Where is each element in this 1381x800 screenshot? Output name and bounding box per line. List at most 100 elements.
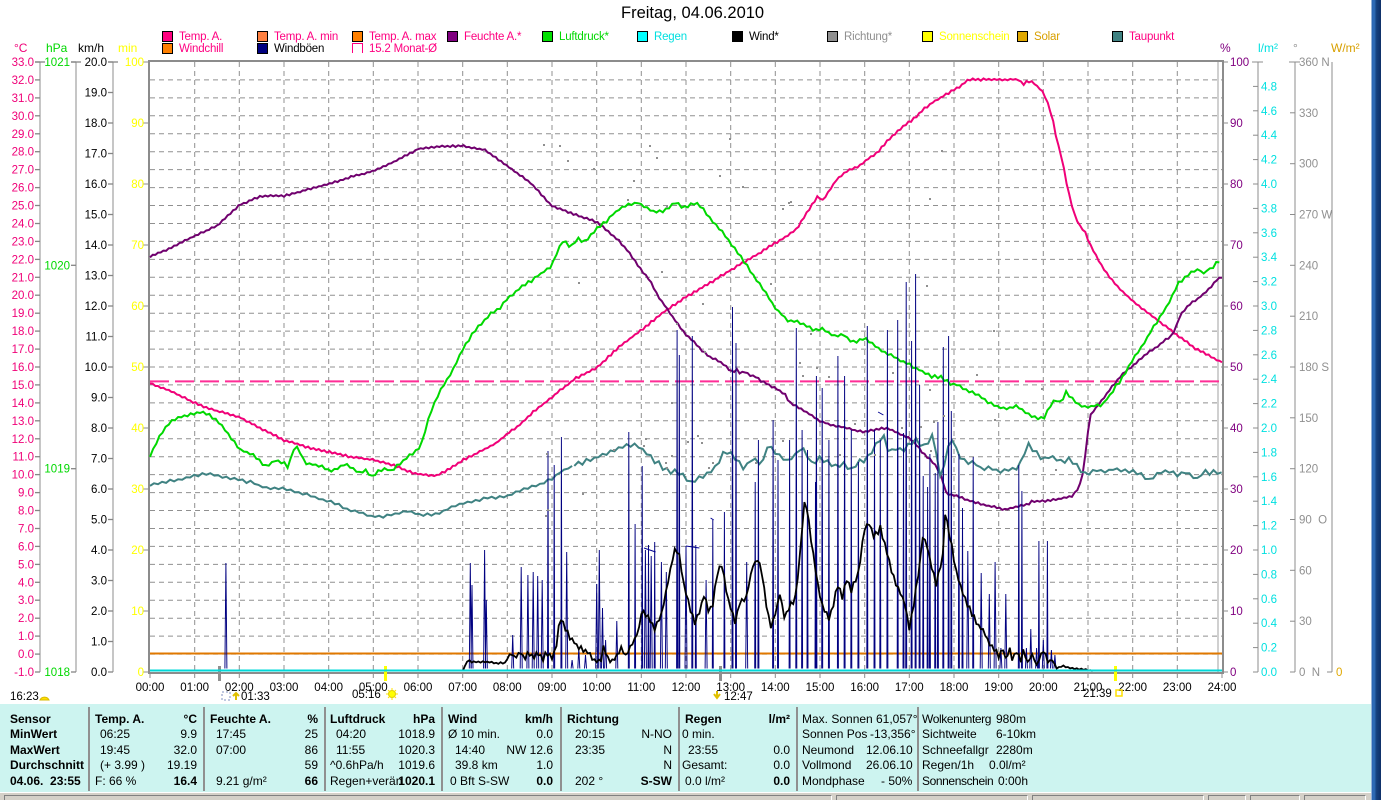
- svg-text:20: 20: [131, 545, 144, 557]
- svg-text:-1.0: -1.0: [14, 667, 34, 679]
- svg-text:1.2: 1.2: [1261, 521, 1277, 533]
- svg-text:1019: 1019: [44, 464, 70, 476]
- svg-text:1020: 1020: [44, 260, 70, 272]
- svg-text:1018: 1018: [44, 667, 70, 679]
- svg-text:270 W: 270 W: [1299, 210, 1332, 222]
- svg-text:14.0: 14.0: [85, 240, 107, 252]
- svg-text:16:00: 16:00: [850, 682, 879, 694]
- svg-text:1021: 1021: [44, 57, 70, 69]
- svg-text:240: 240: [1299, 260, 1318, 272]
- svg-text:0.2: 0.2: [1261, 643, 1277, 655]
- svg-text:13.0: 13.0: [12, 416, 34, 428]
- svg-text:90: 90: [1230, 118, 1243, 130]
- svg-text:31.0: 31.0: [12, 93, 34, 105]
- svg-text:8.0: 8.0: [18, 506, 34, 518]
- svg-text:10.0: 10.0: [85, 362, 107, 374]
- svg-text:14.0: 14.0: [12, 398, 34, 410]
- svg-text:12.0: 12.0: [85, 301, 107, 313]
- svg-text:70: 70: [1230, 240, 1243, 252]
- svg-text:3.2: 3.2: [1261, 277, 1277, 289]
- svg-text:300: 300: [1299, 159, 1318, 171]
- svg-text:24.0: 24.0: [12, 219, 34, 231]
- svg-text:19:00: 19:00: [984, 682, 1013, 694]
- svg-text:90 O: 90 O: [1299, 515, 1327, 527]
- svg-text:70: 70: [131, 240, 144, 252]
- svg-text:1.0: 1.0: [91, 637, 107, 649]
- svg-text:29.0: 29.0: [12, 129, 34, 141]
- svg-text:08:00: 08:00: [493, 682, 522, 694]
- svg-text:20.0: 20.0: [85, 57, 107, 69]
- svg-text:17.0: 17.0: [85, 149, 107, 161]
- svg-text:7.0: 7.0: [91, 454, 107, 466]
- svg-text:22:00: 22:00: [1118, 682, 1147, 694]
- svg-text:7.0: 7.0: [18, 524, 34, 536]
- svg-text:3.0: 3.0: [1261, 301, 1277, 313]
- svg-text:06:00: 06:00: [404, 682, 433, 694]
- svg-text:04:00: 04:00: [314, 682, 343, 694]
- svg-text:13.0: 13.0: [85, 271, 107, 283]
- svg-text:60: 60: [1299, 565, 1312, 577]
- svg-text:16.0: 16.0: [12, 362, 34, 374]
- svg-text:4.0: 4.0: [18, 577, 34, 589]
- svg-text:15.0: 15.0: [12, 380, 34, 392]
- svg-text:100: 100: [1230, 57, 1249, 69]
- svg-text:28.0: 28.0: [12, 147, 34, 159]
- svg-text:10: 10: [131, 606, 144, 618]
- svg-text:15:00: 15:00: [806, 682, 835, 694]
- svg-text:20: 20: [1230, 545, 1243, 557]
- svg-text:02:00: 02:00: [225, 682, 254, 694]
- svg-text:0: 0: [138, 667, 144, 679]
- svg-text:40: 40: [131, 423, 144, 435]
- svg-text:4.4: 4.4: [1261, 130, 1278, 142]
- svg-text:13:00: 13:00: [716, 682, 745, 694]
- svg-text:2.2: 2.2: [1261, 399, 1277, 411]
- svg-text:2.8: 2.8: [1261, 325, 1277, 337]
- svg-text:25.0: 25.0: [12, 201, 34, 213]
- svg-text:22.0: 22.0: [12, 254, 34, 266]
- svg-text:210: 210: [1299, 311, 1318, 323]
- svg-text:16.0: 16.0: [85, 179, 107, 191]
- svg-text:18.0: 18.0: [85, 118, 107, 130]
- svg-text:90: 90: [131, 118, 144, 130]
- svg-text:00:00: 00:00: [136, 682, 165, 694]
- svg-text:6.0: 6.0: [91, 484, 107, 496]
- svg-text:80: 80: [1230, 179, 1243, 191]
- svg-text:9.0: 9.0: [91, 393, 107, 405]
- svg-text:30: 30: [1299, 616, 1312, 628]
- svg-text:23.0: 23.0: [12, 236, 34, 248]
- svg-text:4.8: 4.8: [1261, 81, 1277, 93]
- svg-text:9.0: 9.0: [18, 488, 34, 500]
- svg-text:11.0: 11.0: [12, 452, 34, 464]
- svg-text:2.0: 2.0: [18, 613, 34, 625]
- svg-text:17:00: 17:00: [895, 682, 924, 694]
- svg-text:100: 100: [125, 57, 144, 69]
- svg-text:5.0: 5.0: [18, 559, 34, 571]
- svg-text:03:00: 03:00: [270, 682, 299, 694]
- svg-text:3.4: 3.4: [1261, 252, 1278, 264]
- svg-text:21:00: 21:00: [1074, 682, 1103, 694]
- svg-text:30.0: 30.0: [12, 111, 34, 123]
- svg-text:0: 0: [1336, 667, 1342, 679]
- svg-text:0.4: 0.4: [1261, 618, 1278, 630]
- svg-text:50: 50: [131, 362, 144, 374]
- svg-text:0 N: 0 N: [1299, 667, 1320, 679]
- svg-text:5.0: 5.0: [91, 515, 107, 527]
- svg-text:0.0: 0.0: [1261, 667, 1277, 679]
- svg-text:1.4: 1.4: [1261, 496, 1278, 508]
- svg-text:330: 330: [1299, 108, 1318, 120]
- svg-text:4.0: 4.0: [1261, 179, 1277, 191]
- svg-text:20:00: 20:00: [1029, 682, 1058, 694]
- svg-text:1.0: 1.0: [18, 631, 34, 643]
- svg-text:10.0: 10.0: [12, 470, 34, 482]
- svg-text:18.0: 18.0: [12, 326, 34, 338]
- svg-text:24:00: 24:00: [1208, 682, 1237, 694]
- svg-text:10:00: 10:00: [582, 682, 611, 694]
- svg-text:0.6: 0.6: [1261, 594, 1277, 606]
- svg-text:17.0: 17.0: [12, 344, 34, 356]
- svg-text:3.6: 3.6: [1261, 228, 1277, 240]
- svg-text:180 S: 180 S: [1299, 362, 1329, 374]
- svg-text:0.0: 0.0: [91, 667, 107, 679]
- svg-text:01:00: 01:00: [180, 682, 209, 694]
- svg-text:2.0: 2.0: [91, 606, 107, 618]
- svg-text:11:00: 11:00: [627, 682, 655, 694]
